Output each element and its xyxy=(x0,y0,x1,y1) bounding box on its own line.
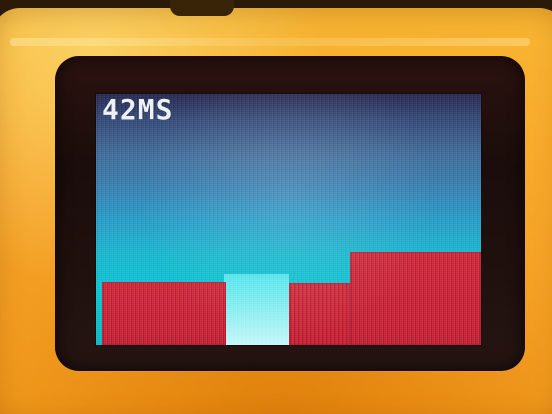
game-screen: 42MS xyxy=(96,94,481,345)
frame-time-label: 42MS xyxy=(102,94,174,126)
red-block-middle xyxy=(289,283,350,345)
case-ridge xyxy=(10,38,530,46)
red-block-right xyxy=(350,252,481,345)
light-beam xyxy=(224,274,289,345)
red-block-left xyxy=(102,282,226,345)
top-slot xyxy=(170,0,234,16)
